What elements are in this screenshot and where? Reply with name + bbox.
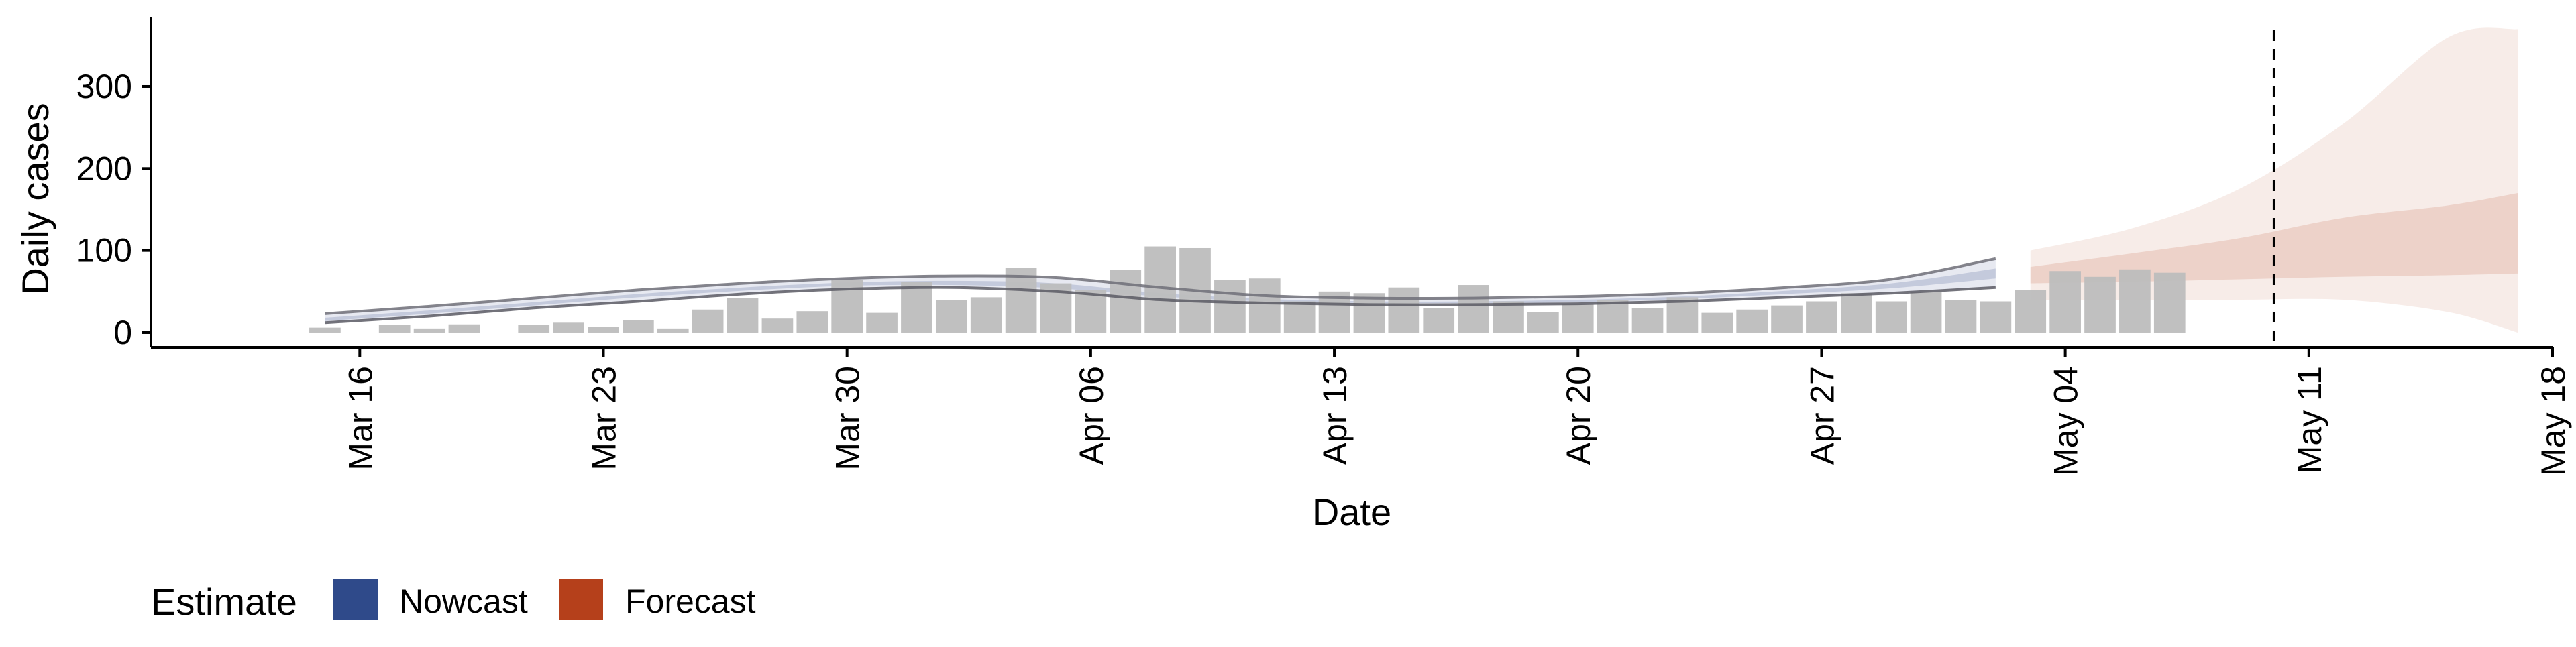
bar-2020-04-15 bbox=[1388, 287, 1420, 333]
bar-2020-04-10 bbox=[1214, 280, 1246, 333]
x-tick-label-2020-04-27: Apr 27 bbox=[1803, 366, 1841, 465]
bar-2020-03-31 bbox=[866, 312, 898, 333]
bar-2020-03-29 bbox=[796, 311, 828, 333]
bar-2020-04-06 bbox=[1075, 290, 1107, 333]
y-tick-label-100: 100 bbox=[76, 232, 132, 270]
bar-2020-04-21 bbox=[1597, 300, 1629, 333]
x-axis-title: Date bbox=[1312, 491, 1391, 533]
x-tick-label-2020-03-16: Mar 16 bbox=[341, 366, 379, 471]
bar-2020-04-30 bbox=[1910, 291, 1942, 333]
x-tick-label-2020-05-18: May 18 bbox=[2534, 366, 2572, 476]
legend-label-forecast: Forecast bbox=[625, 583, 756, 620]
bar-2020-04-02 bbox=[935, 300, 967, 333]
axes bbox=[150, 17, 2553, 349]
bar-2020-04-20 bbox=[1562, 304, 1594, 333]
bar-2020-04-18 bbox=[1493, 301, 1524, 333]
x-tick-label-2020-04-13: Apr 13 bbox=[1316, 366, 1354, 465]
nowcast-lines bbox=[325, 257, 1996, 325]
bar-2020-04-19 bbox=[1527, 312, 1559, 333]
bar-2020-04-16 bbox=[1423, 308, 1455, 333]
nowcast-lower-line bbox=[325, 286, 1996, 325]
bar-2020-05-07 bbox=[2153, 272, 2186, 333]
bar-2020-03-28 bbox=[761, 318, 794, 333]
legend-swatch-forecast bbox=[559, 579, 603, 620]
bar-2020-04-24 bbox=[1701, 312, 1733, 333]
bar-2020-04-25 bbox=[1736, 309, 1768, 333]
bar-2020-04-04 bbox=[1005, 268, 1037, 333]
y-tick-label-300: 300 bbox=[76, 68, 132, 105]
bar-2020-04-28 bbox=[1840, 293, 1872, 333]
bar-2020-03-22 bbox=[553, 322, 584, 333]
bar-2020-03-25 bbox=[657, 328, 689, 333]
bar-2020-03-18 bbox=[413, 328, 445, 333]
bar-2020-05-01 bbox=[1945, 300, 1977, 333]
nowcast-upper-line bbox=[325, 257, 1996, 315]
bar-2020-03-24 bbox=[623, 320, 654, 333]
legend-label-nowcast: Nowcast bbox=[399, 583, 528, 620]
bar-2020-04-07 bbox=[1110, 270, 1142, 333]
legend-swatch-nowcast bbox=[333, 579, 378, 620]
bar-2020-03-19 bbox=[448, 324, 480, 333]
bar-2020-03-17 bbox=[378, 325, 411, 333]
x-tick-label-2020-05-11: May 11 bbox=[2291, 366, 2328, 473]
bar-2020-03-21 bbox=[518, 325, 550, 333]
bar-2020-04-23 bbox=[1666, 297, 1699, 333]
bar-2020-03-27 bbox=[727, 298, 759, 333]
bar-2020-04-12 bbox=[1283, 301, 1316, 333]
bar-2020-04-03 bbox=[970, 297, 1002, 333]
bar-2020-05-03 bbox=[2015, 290, 2047, 333]
bar-2020-04-17 bbox=[1458, 285, 1489, 333]
bar-2020-05-05 bbox=[2084, 276, 2116, 333]
legend-title: Estimate bbox=[151, 581, 297, 623]
y-axis-title: Daily cases bbox=[14, 103, 56, 294]
y-axis-ticks: 0 100 200 300 bbox=[76, 68, 151, 351]
bar-2020-04-27 bbox=[1806, 301, 1837, 333]
bar-2020-04-01 bbox=[901, 282, 932, 333]
bar-2020-04-29 bbox=[1875, 301, 1907, 333]
x-tick-label-2020-03-23: Mar 23 bbox=[585, 366, 623, 471]
bar-2020-05-06 bbox=[2119, 269, 2151, 333]
x-tick-label-2020-04-20: Apr 20 bbox=[1560, 366, 1597, 465]
forecast-band-90 bbox=[2030, 27, 2518, 333]
bar-2020-03-26 bbox=[692, 309, 724, 333]
x-tick-label-2020-05-04: May 04 bbox=[2047, 366, 2085, 476]
y-tick-label-0: 0 bbox=[113, 314, 132, 351]
x-axis-ticks: Mar 16 Mar 23 Mar 30 Apr 06 Apr 13 Apr 20 Apr … bbox=[341, 347, 2572, 476]
bar-2020-04-22 bbox=[1631, 308, 1664, 333]
reported-cases-bars bbox=[309, 246, 2186, 333]
bar-2020-04-26 bbox=[1771, 305, 1803, 333]
bar-2020-04-11 bbox=[1248, 278, 1281, 333]
x-tick-label-2020-03-30: Mar 30 bbox=[829, 366, 867, 471]
y-tick-label-200: 200 bbox=[76, 150, 132, 187]
bar-2020-03-23 bbox=[588, 327, 619, 333]
legend: Estimate Nowcast Forecast bbox=[151, 579, 756, 623]
x-tick-label-2020-04-06: Apr 06 bbox=[1073, 366, 1110, 465]
bar-2020-04-14 bbox=[1353, 293, 1385, 333]
bar-2020-05-04 bbox=[2049, 271, 2081, 333]
bar-2020-05-02 bbox=[1980, 301, 2012, 333]
bar-2020-03-15 bbox=[309, 327, 341, 333]
